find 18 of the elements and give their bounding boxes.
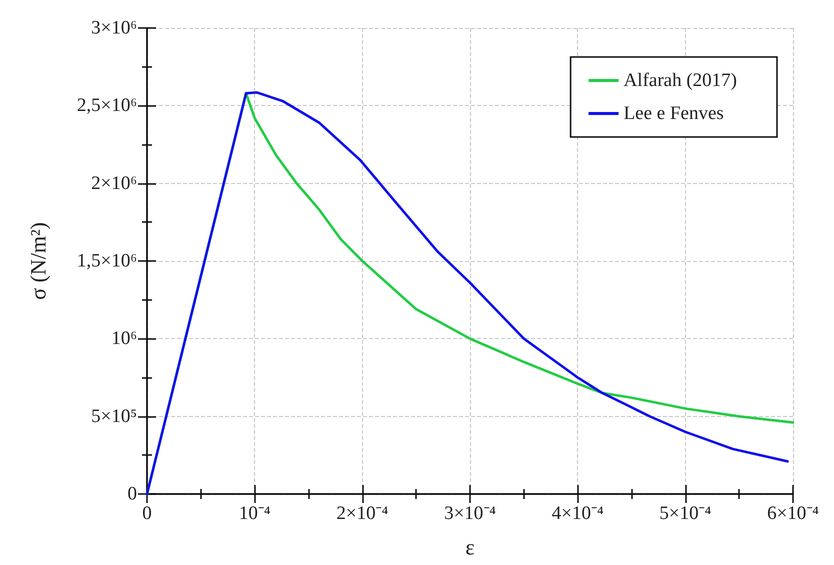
y-tick-label: 0 — [128, 484, 137, 504]
y-tick-label: 3×10⁶ — [91, 18, 137, 38]
x-tick-label: 5×10⁻⁴ — [659, 503, 712, 524]
x-tick-label: 4×10⁻⁴ — [552, 503, 604, 524]
y-tick-label: 2×10⁶ — [91, 172, 137, 194]
x-tick-label: 10⁻⁴ — [238, 503, 271, 524]
y-tick-label: 10⁶ — [111, 328, 137, 350]
x-tick-label: 2×10⁻⁴ — [336, 503, 389, 524]
legend-label: Lee e Fenves — [624, 103, 724, 124]
x-tick-label: 0 — [142, 503, 152, 524]
y-tick-label: 5×10⁵ — [91, 406, 137, 427]
y-tick-label: 1,5×10⁶ — [76, 250, 137, 272]
y-axis-title: σ (N/m²) — [26, 222, 50, 300]
x-tick-label: 6×10⁻⁴ — [767, 503, 820, 524]
x-tick-label: 3×10⁻⁴ — [444, 503, 496, 524]
y-tick-label: 2,5×10⁶ — [76, 95, 137, 116]
x-axis-title: ε — [465, 534, 475, 560]
legend-label: Alfarah (2017) — [624, 70, 738, 91]
